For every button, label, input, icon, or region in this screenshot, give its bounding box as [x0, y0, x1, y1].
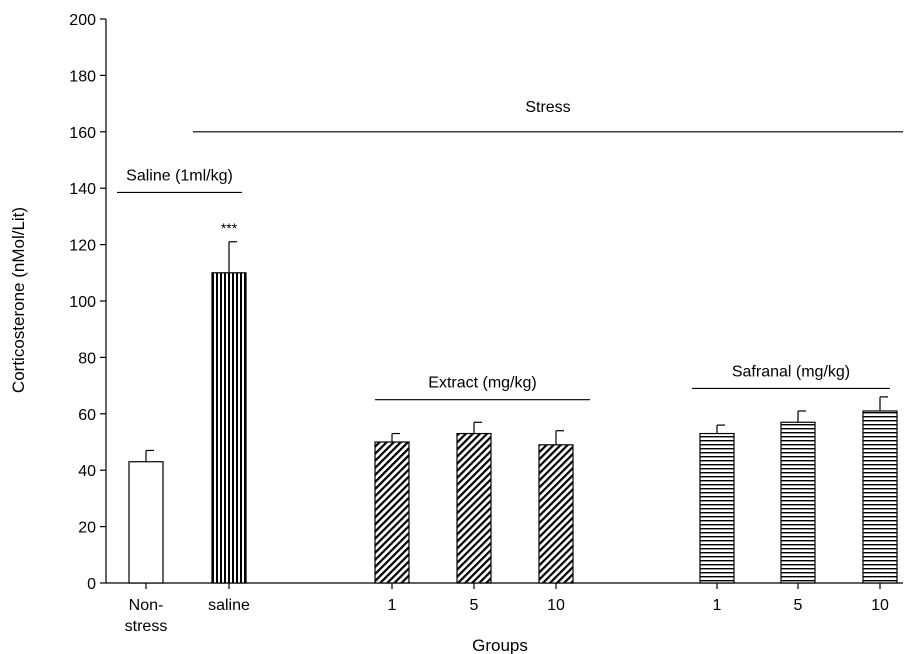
significance-marker: *** [221, 220, 238, 236]
y-tick-label: 180 [69, 68, 96, 85]
bar [862, 410, 898, 584]
x-tick-label: 1 [713, 597, 722, 614]
x-tick-label: 10 [871, 597, 889, 614]
y-tick-label: 80 [78, 350, 96, 367]
group-bracket-label: Stress [525, 99, 570, 116]
y-tick-label: 20 [78, 520, 96, 537]
bar [211, 272, 247, 584]
bar [780, 421, 816, 584]
y-tick-label: 60 [78, 407, 96, 424]
x-tick-label: saline [208, 597, 250, 614]
bar [128, 461, 164, 584]
x-axis-title: Groups [472, 636, 528, 654]
bar [699, 432, 735, 584]
axes: 0 20 40 60 80 100 120 140 160 180 200 [69, 12, 903, 593]
x-tick-label: 5 [794, 597, 803, 614]
y-tick-label: 40 [78, 463, 96, 480]
bar [538, 444, 574, 584]
y-tick-label: 100 [69, 294, 96, 311]
y-tick-label: 120 [69, 238, 96, 255]
x-tick-label: Non- [129, 597, 164, 614]
x-tick-label: 5 [470, 597, 479, 614]
y-tick-label: 200 [69, 12, 96, 29]
x-tick-label: 1 [388, 597, 397, 614]
bars: Non-stress***saline 1 5 10 1 5 10 [125, 220, 898, 635]
y-axis-title: Corticosterone (nMol/Lit) [9, 207, 28, 393]
x-tick-label: stress [125, 618, 168, 635]
group-bracket-label: Saline (1ml/kg) [126, 167, 233, 184]
bar [456, 432, 492, 584]
y-tick-label: 160 [69, 125, 96, 142]
bar [374, 441, 410, 584]
y-tick-label: 140 [69, 181, 96, 198]
group-annotations: Saline (1ml/kg) Stress Extract (mg/kg) Safr… [117, 99, 903, 401]
group-bracket-label: Safranal (mg/kg) [732, 363, 850, 380]
x-tick-label: 10 [547, 597, 565, 614]
y-tick-label: 0 [87, 576, 96, 593]
group-bracket-label: Extract (mg/kg) [428, 375, 536, 392]
